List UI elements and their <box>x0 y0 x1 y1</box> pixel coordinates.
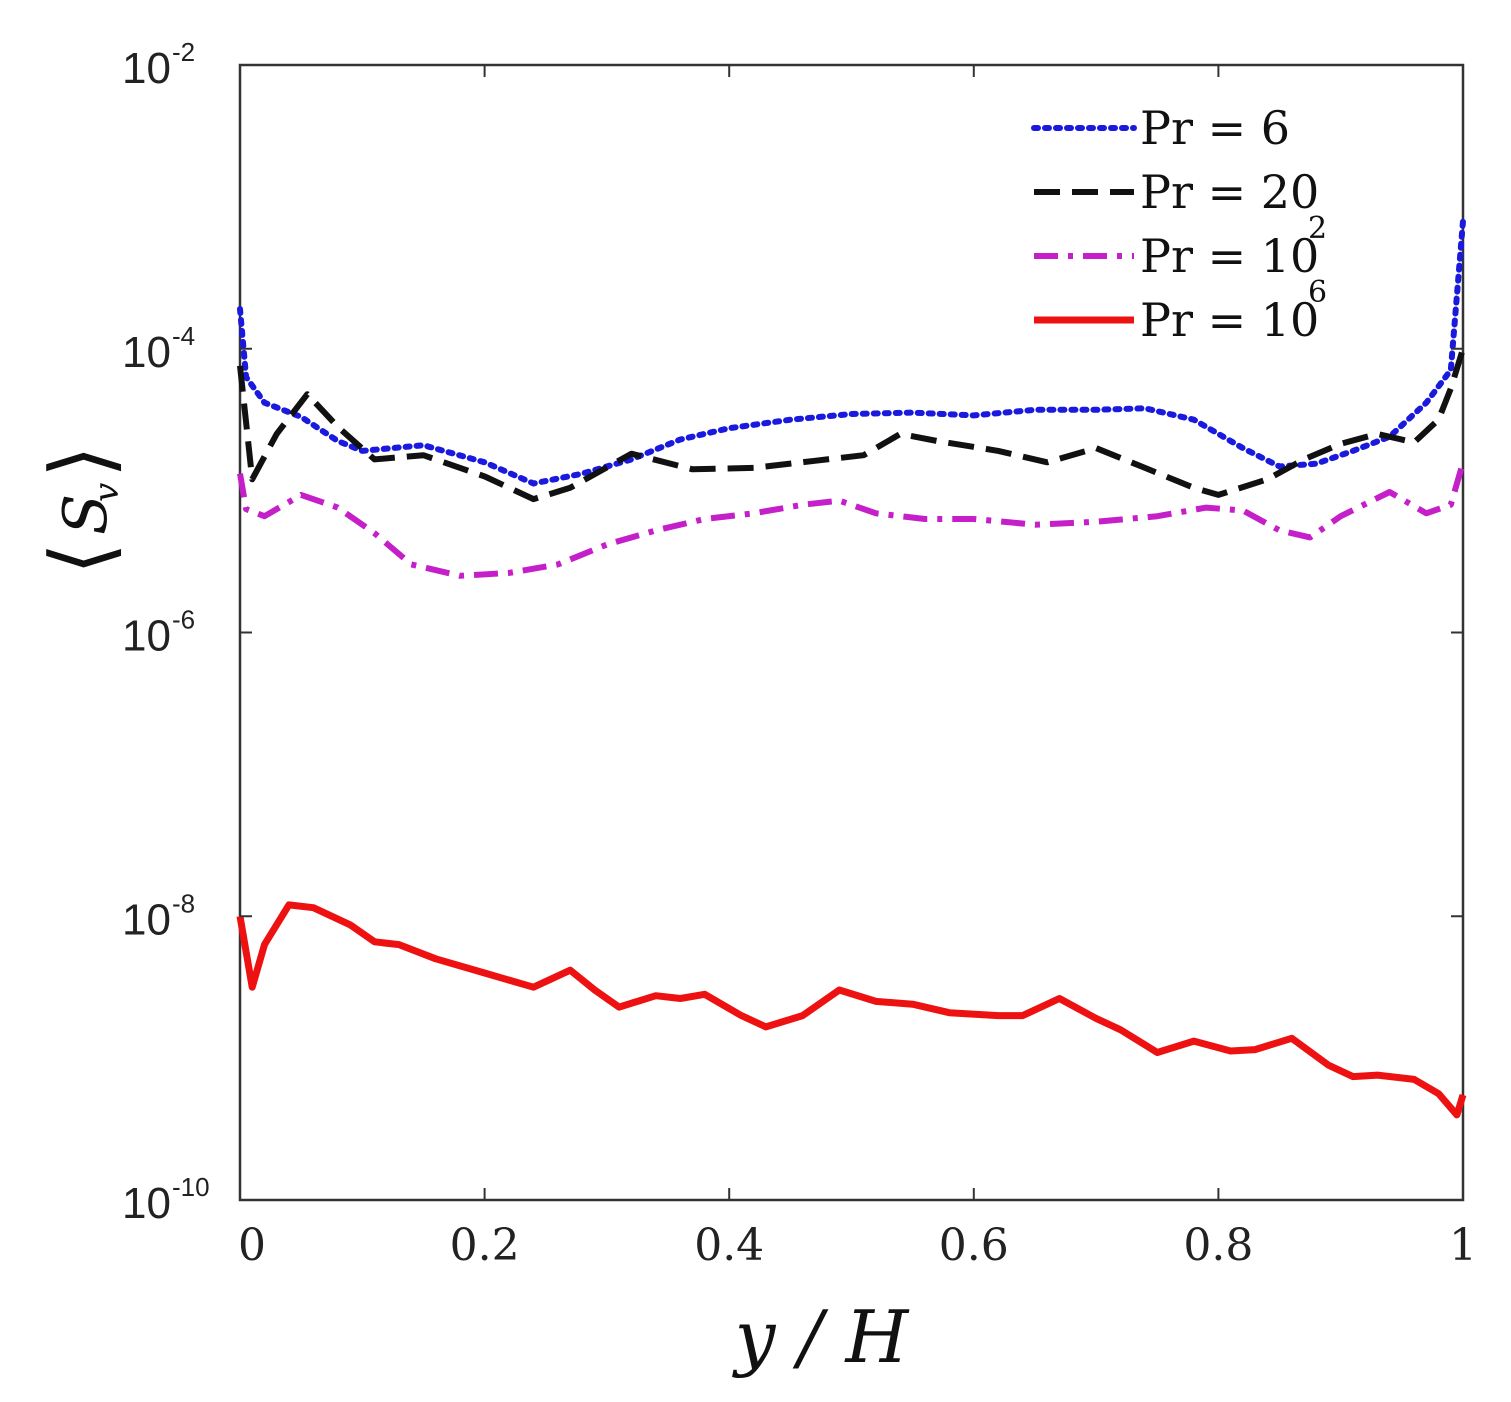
x-tick-label: 0.2 <box>450 1220 520 1271</box>
x-tick-label: 0.6 <box>939 1220 1009 1271</box>
legend-label-1: Pr = 6 <box>1140 101 1290 155</box>
legend-label-3: Pr = 10 <box>1140 229 1319 283</box>
series-line-2 <box>237 347 1466 503</box>
y-tick-label: 10 -10 <box>122 1172 210 1228</box>
y-tick-label-base: 10 <box>122 328 171 377</box>
y-tick-label: 10 -8 <box>122 888 195 944</box>
y-tick-label: 10 -4 <box>122 321 195 377</box>
y-axis-label-symbol: S <box>51 494 121 535</box>
y-tick-label-base: 10 <box>122 612 171 661</box>
y-tick-label: 10 -2 <box>122 37 195 93</box>
series-layer <box>236 218 1467 1119</box>
y-axis-label: ⟨ S v ⟩ <box>32 445 130 575</box>
y-tick-label-base: 10 <box>122 895 171 944</box>
y-tick-label-exponent: -4 <box>172 321 195 351</box>
y-tick-label-base: 10 <box>122 44 171 93</box>
x-tick-label: 0 <box>238 1220 266 1271</box>
legend-label-exponent-3: 2 <box>1308 211 1327 246</box>
y-tick-label-exponent: -8 <box>172 888 195 918</box>
x-tick-label: 1 <box>1449 1220 1477 1271</box>
legend-label-4: Pr = 10 <box>1140 293 1319 347</box>
series-line-3 <box>237 461 1466 579</box>
series-line-4 <box>236 901 1467 1119</box>
x-axis-label: y / H <box>732 1295 910 1379</box>
legend-label-exponent-4: 6 <box>1308 275 1327 310</box>
y-tick-label-exponent: -10 <box>172 1172 210 1202</box>
y-axis-label-open-bracket: ⟨ <box>32 542 130 575</box>
y-tick-label-exponent: -2 <box>172 37 195 67</box>
x-tick-label: 0.4 <box>694 1220 764 1271</box>
series-line-1 <box>237 218 1466 487</box>
y-axis-label-close-bracket: ⟩ <box>32 445 130 478</box>
x-tick-label: 0.8 <box>1183 1220 1253 1271</box>
legend-label-2: Pr = 20 <box>1140 165 1319 219</box>
y-tick-label-base: 10 <box>122 1179 171 1228</box>
y-tick-label-exponent: -6 <box>172 605 195 635</box>
y-axis-label-subscript: v <box>87 483 127 502</box>
y-tick-label: 10 -6 <box>122 605 195 661</box>
